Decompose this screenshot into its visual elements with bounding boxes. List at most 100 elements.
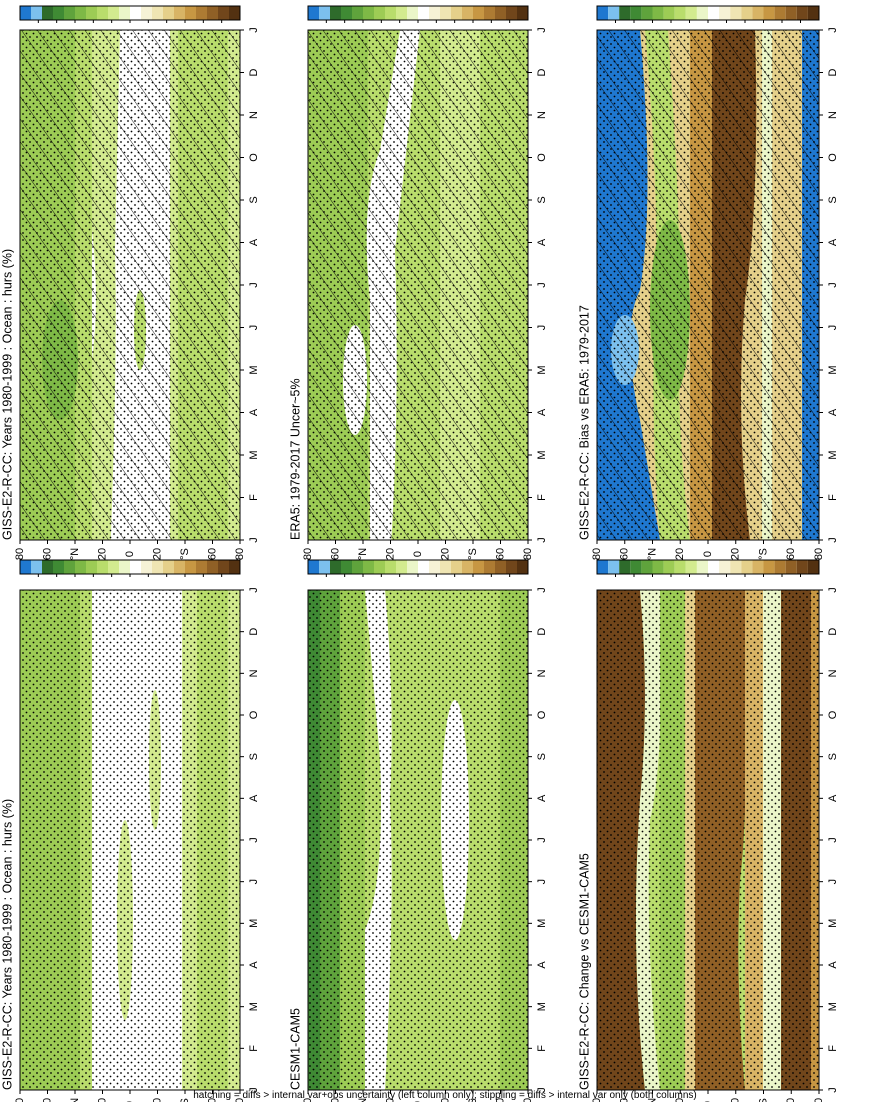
colorbar-swatch xyxy=(130,6,141,20)
x-tick-label: J xyxy=(827,27,839,33)
x-tick-label: J xyxy=(536,537,548,543)
panel-change-right xyxy=(596,589,820,1091)
y-tick-label: 60 xyxy=(619,1098,631,1102)
y-tick-label: 80 xyxy=(302,548,314,560)
x-tick-label: D xyxy=(827,68,839,76)
colorbar-4 xyxy=(19,559,241,577)
colorbar-2 xyxy=(307,5,529,23)
panel-gisss-abs-left xyxy=(19,29,241,541)
colorbar-swatch xyxy=(641,560,653,574)
colorbar-swatch xyxy=(429,6,440,20)
y-tick-label: 60 xyxy=(41,1098,53,1102)
y-tick-label: 60 xyxy=(785,548,797,560)
x-tick-label: J xyxy=(248,325,260,331)
x-tick-label: J xyxy=(248,27,260,33)
x-tick-label: F xyxy=(536,1045,548,1052)
x-tick-label: J xyxy=(248,537,260,543)
x-tick-label: O xyxy=(248,710,260,719)
x-tick-label: A xyxy=(827,238,839,246)
colorbar-swatch xyxy=(708,560,720,574)
y-tick-label: °N xyxy=(646,548,658,560)
colorbar-3 xyxy=(596,5,820,23)
colorbar-swatch xyxy=(141,560,152,574)
colorbar-6 xyxy=(596,559,820,577)
x-tick-label: A xyxy=(536,961,548,969)
colorbar-swatch xyxy=(774,6,786,20)
colorbar-swatch xyxy=(630,560,642,574)
colorbar-swatch xyxy=(696,6,708,20)
heatmap-field xyxy=(20,590,240,1090)
colorbar-swatch xyxy=(185,6,196,20)
x-tick-label: F xyxy=(248,494,260,501)
colorbar-swatch xyxy=(174,6,185,20)
heatmap-field xyxy=(597,590,819,1090)
x-tick-label: J xyxy=(536,879,548,885)
panel-gisss-abs-right xyxy=(19,589,241,1091)
x-tick-label: F xyxy=(827,1045,839,1052)
panel-4-axes: GISS-E2-R-CC: Years 1980-1999 : Ocean : … xyxy=(0,587,260,1102)
colorbar-swatch xyxy=(152,6,163,20)
colorbar-swatch xyxy=(796,560,808,574)
x-tick-label: M xyxy=(536,1002,548,1011)
x-tick-label: F xyxy=(827,494,839,501)
heatmap-field xyxy=(308,30,528,540)
colorbar-swatch xyxy=(53,6,64,20)
colorbar-swatch xyxy=(363,6,374,20)
y-tick-label: 60 xyxy=(785,1098,797,1102)
colorbar-swatch xyxy=(185,560,196,574)
x-tick-label: O xyxy=(827,153,839,162)
colorbar-swatch xyxy=(730,560,742,574)
panel-title: GISS-E2-R-CC: Years 1980-1999 : Ocean : … xyxy=(0,799,14,1090)
colorbar-swatch xyxy=(75,560,86,574)
colorbar-1 xyxy=(19,5,241,23)
colorbar-swatch xyxy=(451,560,462,574)
colorbar-swatch xyxy=(630,6,642,20)
colorbar-swatch xyxy=(229,6,240,20)
x-tick-label: M xyxy=(248,365,260,374)
y-tick-label: 0 xyxy=(412,551,424,557)
colorbar-swatch xyxy=(796,6,808,20)
colorbar-swatch xyxy=(396,6,407,20)
colorbar-swatch xyxy=(807,560,819,574)
panel-title: GISS-E2-R-CC: Years 1980-1999 : Ocean : … xyxy=(0,249,14,540)
y-tick-label: °N xyxy=(69,1098,81,1102)
colorbar-swatch xyxy=(42,560,53,574)
y-tick-label: 60 xyxy=(619,548,631,560)
x-tick-label: J xyxy=(536,282,548,288)
x-tick-label: N xyxy=(248,111,260,119)
colorbar-swatch xyxy=(330,6,341,20)
y-tick-label: 20 xyxy=(96,548,108,560)
panel-3-axes: GISS-E2-R-CC: Bias vs ERA5: 1979-2017 J F M… xyxy=(577,27,839,560)
colorbar-swatch xyxy=(108,560,119,574)
x-tick-label: J xyxy=(536,27,548,33)
colorbar-swatch xyxy=(763,560,775,574)
colorbar-swatch xyxy=(440,560,451,574)
colorbar-swatch xyxy=(752,6,764,20)
x-tick-label: D xyxy=(536,628,548,636)
x-tick-label: A xyxy=(827,408,839,416)
colorbar-swatch xyxy=(418,560,429,574)
x-tick-label: J xyxy=(248,282,260,288)
x-tick-label: M xyxy=(536,450,548,459)
x-tick-label: J xyxy=(536,587,548,593)
y-tick-label: 0 xyxy=(702,551,714,557)
colorbar-swatch xyxy=(319,6,330,20)
colorbar-swatch xyxy=(108,6,119,20)
colorbar-swatch xyxy=(807,6,819,20)
y-tick-label: 0 xyxy=(124,551,136,557)
colorbar-swatch xyxy=(785,6,797,20)
x-tick-label: J xyxy=(536,1087,548,1093)
x-tick-label: N xyxy=(827,111,839,119)
y-tick-label: 20 xyxy=(674,1098,686,1102)
y-tick-label: 60 xyxy=(494,1098,506,1102)
panel-1-axes: GISS-E2-R-CC: Years 1980-1999 : Ocean : … xyxy=(0,27,260,560)
colorbar-swatch xyxy=(484,6,495,20)
colorbar-swatch xyxy=(196,6,207,20)
colorbar-swatch xyxy=(319,560,330,574)
colorbar-swatch xyxy=(495,6,506,20)
panel-title: GISS-E2-R-CC: Change vs CESM1-CAM5 xyxy=(577,853,591,1090)
y-tick-label: 80 xyxy=(591,548,603,560)
colorbar-swatch xyxy=(517,6,528,20)
colorbar-swatch xyxy=(685,560,697,574)
colorbar-swatch xyxy=(517,560,528,574)
